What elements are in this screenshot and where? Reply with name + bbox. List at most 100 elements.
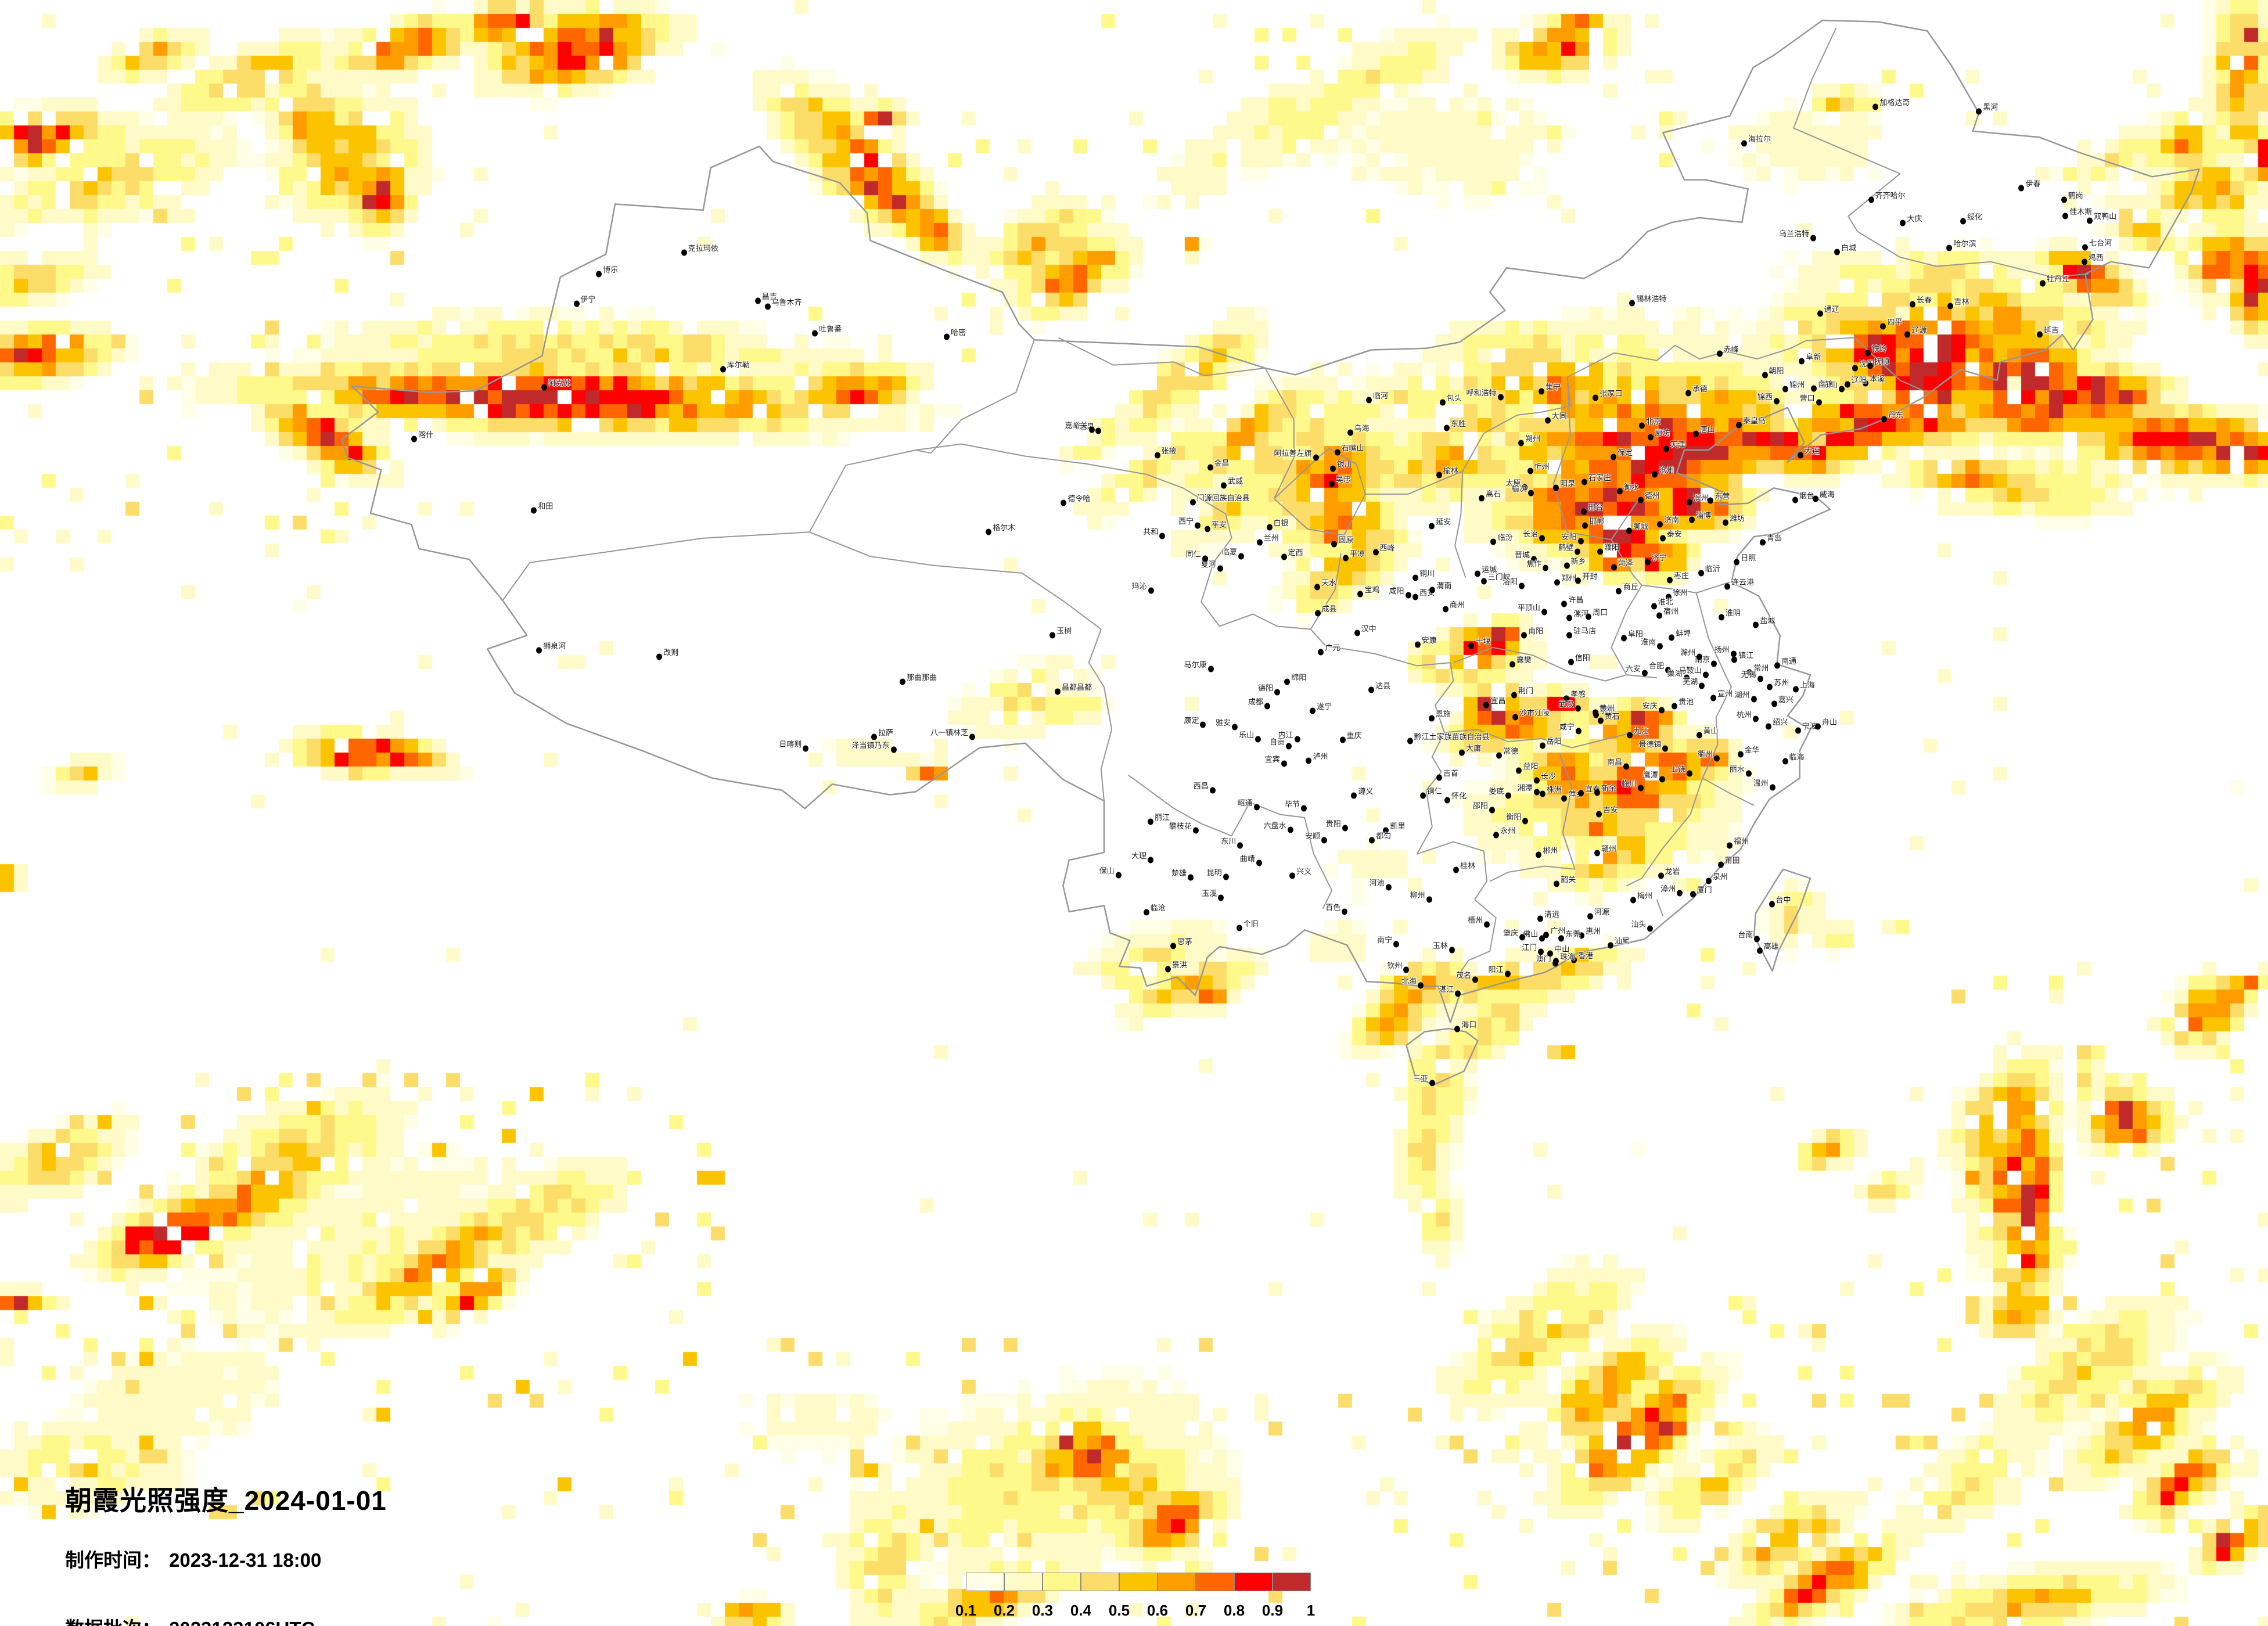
city-label: 格尔木	[993, 523, 1016, 533]
city-label: 苏州	[1774, 678, 1789, 687]
city-dot	[596, 271, 602, 278]
city-label: 拉萨	[878, 728, 894, 738]
city-label: 赤峰	[1723, 345, 1739, 354]
city-label: 河源	[1594, 908, 1609, 917]
city-dot	[1403, 966, 1410, 973]
province-boundary	[1559, 753, 1576, 870]
city-label: 黔江土家族苗族自治县	[1414, 732, 1490, 741]
city-dot	[1414, 641, 1421, 648]
city-label: 曲靖	[1239, 854, 1255, 864]
city-label: 张掖	[1161, 446, 1177, 455]
city-label: 淮北	[1658, 598, 1673, 607]
city-label: 漯河	[1573, 609, 1589, 618]
city-label: 温州	[1753, 778, 1769, 787]
city-label: 成都	[1248, 697, 1263, 706]
city-label: 乐山	[1239, 731, 1255, 740]
city-label: 绥化	[1967, 213, 1983, 222]
city-dot	[1204, 526, 1210, 533]
city-label: 扬州	[1714, 645, 1730, 654]
city-dot	[1281, 760, 1287, 767]
city-dot	[1575, 548, 1581, 555]
city-label: 鄂州	[1600, 706, 1615, 715]
city-label: 盐城	[1760, 616, 1775, 625]
city-label: 台南	[1738, 930, 1753, 940]
city-dot	[1541, 609, 1547, 616]
city-dot	[1597, 717, 1604, 724]
city-dot	[1741, 140, 1747, 147]
city-label: 晋城	[1515, 551, 1530, 560]
city-dot	[1284, 678, 1291, 685]
legend-tick-label: 0.3	[1031, 1602, 1054, 1619]
city-label: 东营	[1715, 492, 1730, 501]
province-boundary	[809, 531, 1105, 688]
province-boundary	[1702, 778, 1755, 806]
city-label: 日喀则	[779, 740, 802, 749]
city-label: 唐山	[1699, 425, 1715, 434]
province-boundary	[1058, 337, 1295, 499]
city-label: 茂名	[1456, 971, 1472, 980]
city-dot	[1143, 909, 1149, 916]
city-label: 宿州	[1663, 607, 1679, 616]
city-dot	[1769, 901, 1775, 908]
city-label: 邢台	[1588, 503, 1604, 512]
city-dot	[1313, 454, 1319, 461]
city-label: 齐齐哈尔	[1875, 190, 1906, 200]
city-dot	[1626, 732, 1633, 739]
city-label: 十堰	[1475, 637, 1491, 646]
city-label: 朔州	[1525, 434, 1541, 443]
city-label: 丽江	[1155, 813, 1170, 822]
city-dot	[1429, 523, 1435, 530]
city-label: 合肥	[1649, 661, 1665, 670]
city-dot	[1607, 942, 1613, 949]
city-dot	[1354, 629, 1360, 636]
city-dot	[1745, 770, 1752, 777]
city-label: 许昌	[1568, 595, 1584, 605]
city-dot	[1575, 705, 1581, 712]
city-dot	[411, 436, 418, 443]
city-dot	[1372, 549, 1379, 556]
city-dot	[2087, 217, 2093, 224]
city-label: 惠州	[1586, 927, 1601, 936]
city-dot	[1407, 738, 1413, 744]
city-label: 长沙	[1540, 771, 1556, 780]
city-label: 朝阳	[1769, 366, 1784, 375]
city-label: 漳州	[1660, 884, 1676, 894]
city-dot	[1188, 874, 1194, 881]
city-label: 盘锦	[1818, 380, 1834, 389]
city-label: 自贡	[1269, 738, 1285, 747]
city-dot	[1439, 399, 1446, 406]
city-dot	[1630, 897, 1637, 904]
city-dot	[1472, 976, 1479, 983]
city-dot	[1947, 303, 1953, 310]
legend-color-box	[1158, 1573, 1196, 1591]
city-dot	[1189, 499, 1196, 506]
province-boundary	[1489, 865, 1575, 882]
city-dot	[1448, 947, 1455, 954]
city-label: 杭州	[1736, 710, 1752, 719]
city-label: 渭南	[1436, 581, 1452, 590]
city-dot	[1581, 508, 1587, 515]
city-label: 离石	[1486, 489, 1501, 498]
city-dot	[1582, 522, 1588, 529]
city-label: 怀化	[1451, 792, 1467, 801]
city-label: 梧州	[1467, 915, 1483, 924]
city-dot	[1566, 614, 1573, 621]
city-dot	[1412, 574, 1419, 581]
city-dot	[1656, 612, 1663, 619]
city-label: 枣庄	[1673, 571, 1689, 581]
city-label: 驻马店	[1573, 627, 1597, 636]
city-label: 平顶山	[1517, 603, 1540, 612]
city-label: 临沧	[1150, 904, 1166, 913]
city-label: 六安	[1625, 664, 1641, 674]
city-dot	[1342, 825, 1348, 832]
city-label: 哈尔滨	[1953, 239, 1976, 249]
city-dot	[1867, 362, 1873, 369]
city-label: 莆田	[1724, 855, 1740, 865]
city-label: 鸡西	[2088, 253, 2104, 262]
city-dot	[1281, 553, 1287, 560]
province-boundary	[808, 449, 916, 533]
province-boundary	[1726, 340, 1806, 360]
city-dot	[1095, 427, 1102, 434]
city-label: 临夏	[1221, 548, 1237, 557]
city-label: 嘉兴	[1778, 695, 1793, 704]
